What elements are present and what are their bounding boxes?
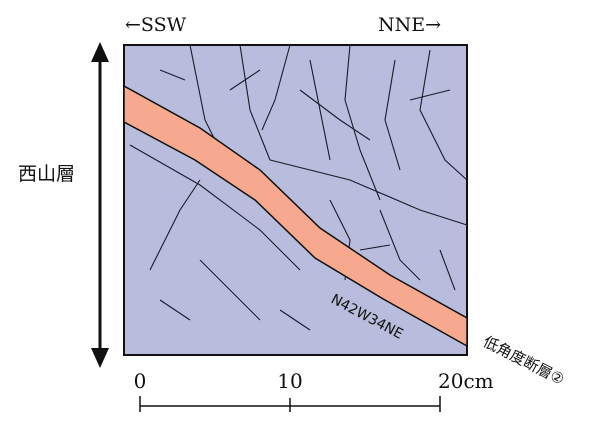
direction-right: NNE→ [378, 14, 441, 36]
arrow-head-top [91, 42, 109, 62]
page: ←SSW NNE→ 西山層 N42W34NE 低角度断層② 0 10 20cm … [0, 0, 598, 440]
scale-label: 20cm [438, 369, 494, 393]
arrow-head-bottom [91, 348, 109, 368]
scale-label: 0 [134, 369, 147, 393]
scale-bar [140, 396, 440, 412]
direction-left: ←SSW [125, 14, 187, 36]
scale-label: 10 [277, 369, 302, 393]
diagram: ←SSW NNE→ 西山層 N42W34NE 低角度断層② 0 10 20cm [0, 0, 598, 440]
formation-label: 西山層 [18, 163, 75, 185]
